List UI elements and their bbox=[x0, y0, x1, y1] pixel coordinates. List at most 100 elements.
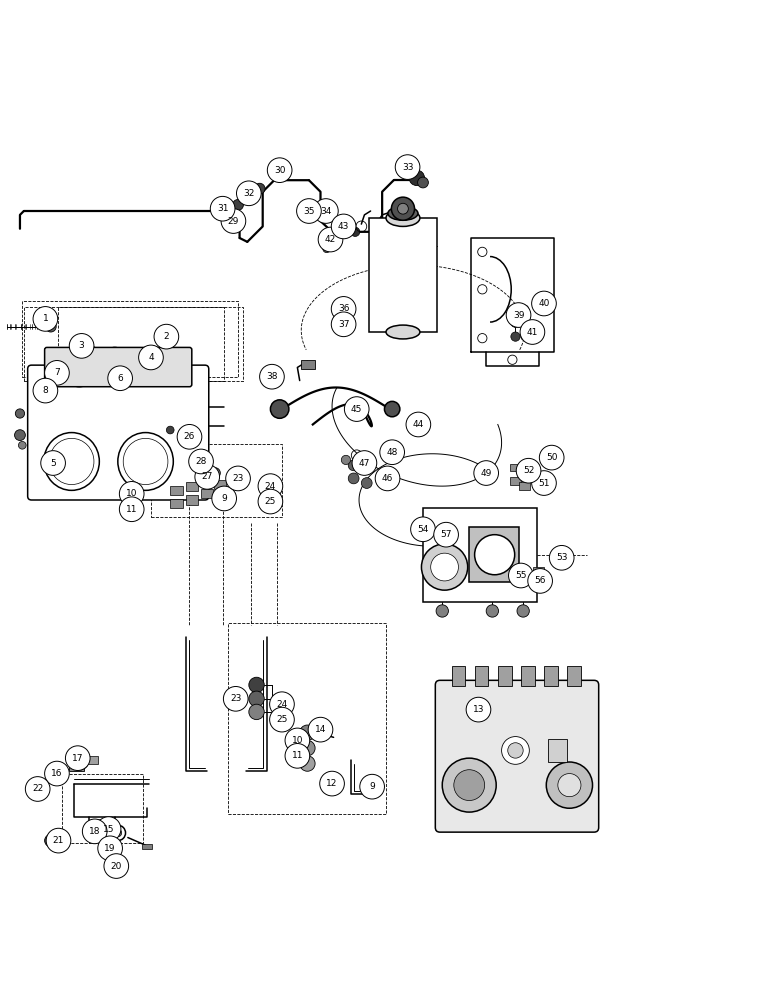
Bar bbox=[69, 764, 84, 771]
Circle shape bbox=[506, 303, 531, 327]
Circle shape bbox=[225, 466, 250, 491]
Circle shape bbox=[395, 155, 420, 179]
Text: 30: 30 bbox=[274, 166, 286, 175]
Circle shape bbox=[107, 347, 123, 363]
Text: 15: 15 bbox=[103, 825, 114, 834]
Circle shape bbox=[361, 464, 372, 475]
Circle shape bbox=[41, 451, 66, 475]
Text: 25: 25 bbox=[265, 497, 276, 506]
Text: 47: 47 bbox=[359, 459, 370, 468]
Circle shape bbox=[15, 409, 25, 418]
Circle shape bbox=[532, 471, 557, 495]
Bar bbox=[171, 499, 182, 508]
Circle shape bbox=[46, 828, 71, 853]
Circle shape bbox=[32, 785, 44, 797]
Text: 42: 42 bbox=[325, 235, 336, 244]
Circle shape bbox=[375, 466, 400, 491]
Circle shape bbox=[475, 535, 515, 575]
Bar bbox=[136, 351, 145, 359]
Text: 28: 28 bbox=[195, 457, 207, 466]
Text: 44: 44 bbox=[413, 420, 424, 429]
Circle shape bbox=[331, 297, 356, 321]
Text: 32: 32 bbox=[243, 189, 255, 198]
Text: 43: 43 bbox=[338, 222, 349, 231]
Circle shape bbox=[232, 199, 243, 210]
Circle shape bbox=[33, 378, 58, 403]
Circle shape bbox=[209, 468, 220, 478]
Circle shape bbox=[83, 819, 107, 844]
Text: 49: 49 bbox=[480, 469, 492, 478]
Circle shape bbox=[360, 774, 384, 799]
Circle shape bbox=[361, 478, 372, 488]
Text: 18: 18 bbox=[89, 827, 100, 836]
Bar bbox=[498, 666, 512, 686]
Circle shape bbox=[528, 569, 553, 593]
Text: 48: 48 bbox=[387, 448, 398, 457]
Bar bbox=[143, 844, 152, 849]
Text: 41: 41 bbox=[527, 328, 538, 337]
Text: 40: 40 bbox=[538, 299, 550, 308]
Circle shape bbox=[15, 430, 25, 441]
Circle shape bbox=[380, 440, 405, 465]
Circle shape bbox=[33, 307, 58, 331]
Bar bbox=[423, 508, 537, 602]
Circle shape bbox=[411, 517, 435, 542]
Circle shape bbox=[521, 305, 529, 313]
Bar bbox=[126, 351, 138, 360]
Text: 7: 7 bbox=[54, 368, 59, 377]
Circle shape bbox=[331, 214, 356, 239]
Circle shape bbox=[210, 196, 235, 221]
Circle shape bbox=[398, 203, 408, 214]
Text: 5: 5 bbox=[50, 459, 56, 468]
Circle shape bbox=[221, 209, 245, 233]
Bar bbox=[469, 527, 520, 582]
Ellipse shape bbox=[386, 209, 420, 226]
Circle shape bbox=[511, 304, 520, 314]
Circle shape bbox=[509, 563, 533, 588]
Circle shape bbox=[300, 725, 315, 740]
Text: 24: 24 bbox=[265, 482, 276, 491]
Circle shape bbox=[195, 465, 219, 489]
Circle shape bbox=[348, 460, 359, 471]
Bar bbox=[510, 567, 521, 575]
Circle shape bbox=[104, 854, 129, 878]
Text: 14: 14 bbox=[315, 725, 327, 734]
Circle shape bbox=[323, 245, 330, 253]
Circle shape bbox=[436, 605, 449, 617]
Circle shape bbox=[95, 820, 104, 829]
Bar bbox=[369, 218, 437, 332]
Circle shape bbox=[249, 704, 264, 720]
Text: 6: 6 bbox=[117, 374, 123, 383]
Circle shape bbox=[308, 717, 333, 742]
Circle shape bbox=[80, 346, 99, 364]
Circle shape bbox=[114, 829, 122, 837]
Bar bbox=[567, 666, 581, 686]
Text: 31: 31 bbox=[217, 204, 229, 213]
Circle shape bbox=[110, 825, 126, 841]
Bar bbox=[84, 756, 98, 764]
Circle shape bbox=[45, 834, 57, 847]
Text: 38: 38 bbox=[266, 372, 278, 381]
Text: 34: 34 bbox=[320, 207, 332, 216]
Text: 11: 11 bbox=[292, 751, 303, 760]
Circle shape bbox=[344, 397, 369, 421]
Circle shape bbox=[478, 334, 487, 343]
Circle shape bbox=[84, 822, 100, 838]
Circle shape bbox=[331, 312, 356, 337]
Circle shape bbox=[540, 445, 564, 470]
Circle shape bbox=[45, 361, 69, 385]
Circle shape bbox=[478, 285, 487, 294]
Circle shape bbox=[96, 817, 121, 841]
Circle shape bbox=[72, 365, 87, 381]
Circle shape bbox=[258, 489, 283, 514]
Bar bbox=[301, 360, 315, 369]
Circle shape bbox=[167, 426, 174, 434]
Text: 55: 55 bbox=[515, 571, 527, 580]
Text: 26: 26 bbox=[184, 432, 195, 441]
FancyBboxPatch shape bbox=[28, 365, 208, 500]
Circle shape bbox=[120, 482, 144, 506]
Text: 35: 35 bbox=[303, 207, 315, 216]
Ellipse shape bbox=[44, 433, 100, 490]
Text: 13: 13 bbox=[472, 705, 484, 714]
Bar bbox=[151, 444, 282, 517]
